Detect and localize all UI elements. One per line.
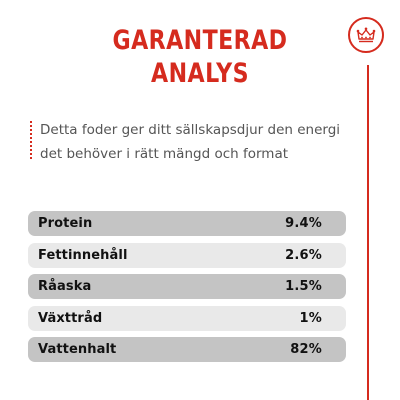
row-label: Fettinnehåll	[38, 247, 128, 263]
analysis-row-protein: Protein 9.4%	[28, 211, 346, 236]
description-line1: Detta foder ger ditt sällskapsdjur den e…	[40, 122, 341, 138]
row-value: 2.6%	[285, 247, 322, 263]
analysis-row-ash: Råaska 1.5%	[28, 274, 346, 299]
description-line2: det behöver i rätt mängd och format	[40, 146, 289, 162]
analysis-row-fat: Fettinnehåll 2.6%	[28, 242, 346, 268]
page-title-line2: ANALYS	[151, 58, 249, 89]
row-label: Växttråd	[38, 310, 103, 326]
row-label: Protein	[38, 216, 93, 231]
analysis-row-fibre: Växttråd 1%	[28, 305, 346, 331]
brand-badge	[348, 17, 384, 53]
row-value: 1%	[299, 310, 322, 326]
vertical-divider	[367, 65, 369, 400]
row-value: 9.4%	[285, 216, 322, 231]
row-label: Råaska	[38, 279, 92, 294]
description-dotted-rule	[30, 121, 32, 159]
page-title-line1: GARANTERAD	[112, 25, 288, 56]
analysis-row-moisture: Vattenhalt 82%	[28, 337, 346, 362]
row-label: Vattenhalt	[38, 342, 117, 357]
analysis-table: Protein 9.4% Fettinnehåll 2.6% Råaska 1.…	[28, 211, 346, 369]
row-value: 1.5%	[285, 279, 322, 294]
crown-icon	[356, 27, 376, 43]
description-text: Detta foder ger ditt sällskapsdjur den e…	[40, 118, 370, 166]
row-value: 82%	[290, 342, 322, 357]
